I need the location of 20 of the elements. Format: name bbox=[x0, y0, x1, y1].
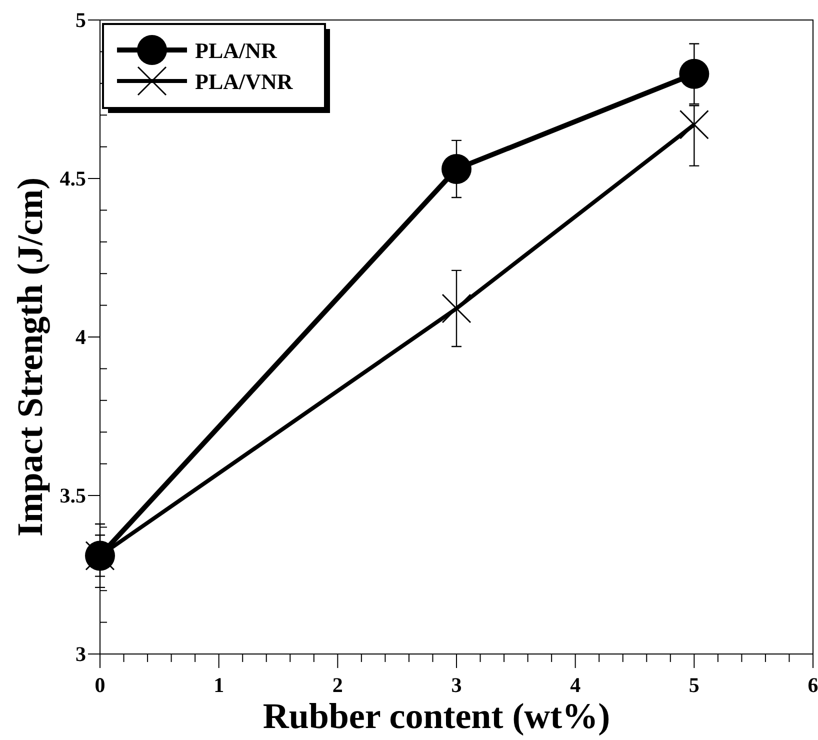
x-tick-label: 4 bbox=[570, 673, 582, 697]
x-tick-label: 6 bbox=[808, 673, 818, 697]
x-tick-label: 0 bbox=[94, 673, 106, 697]
x-tick-label: 2 bbox=[332, 673, 343, 697]
y-tick-label: 4 bbox=[76, 325, 86, 349]
x-tick-label: 1 bbox=[214, 673, 224, 697]
point bbox=[679, 110, 709, 140]
y-tick-label: 3 bbox=[76, 642, 86, 666]
point bbox=[442, 294, 472, 324]
x-tick-label: 5 bbox=[688, 673, 700, 697]
x-axis-title: Rubber content (wt%) bbox=[262, 696, 610, 736]
point bbox=[442, 154, 472, 184]
legend-label: PLA/NR bbox=[195, 38, 278, 63]
x-tick-label: 3 bbox=[451, 673, 462, 697]
y-tick-label: 3.5 bbox=[60, 484, 86, 508]
y-tick-label: 5 bbox=[76, 8, 86, 32]
point bbox=[679, 58, 710, 89]
y-tick-label: 4.5 bbox=[60, 166, 86, 190]
legend-label: PLA/VNR bbox=[195, 69, 294, 94]
y-axis-title: Impact Strength (J/cm) bbox=[10, 177, 50, 537]
